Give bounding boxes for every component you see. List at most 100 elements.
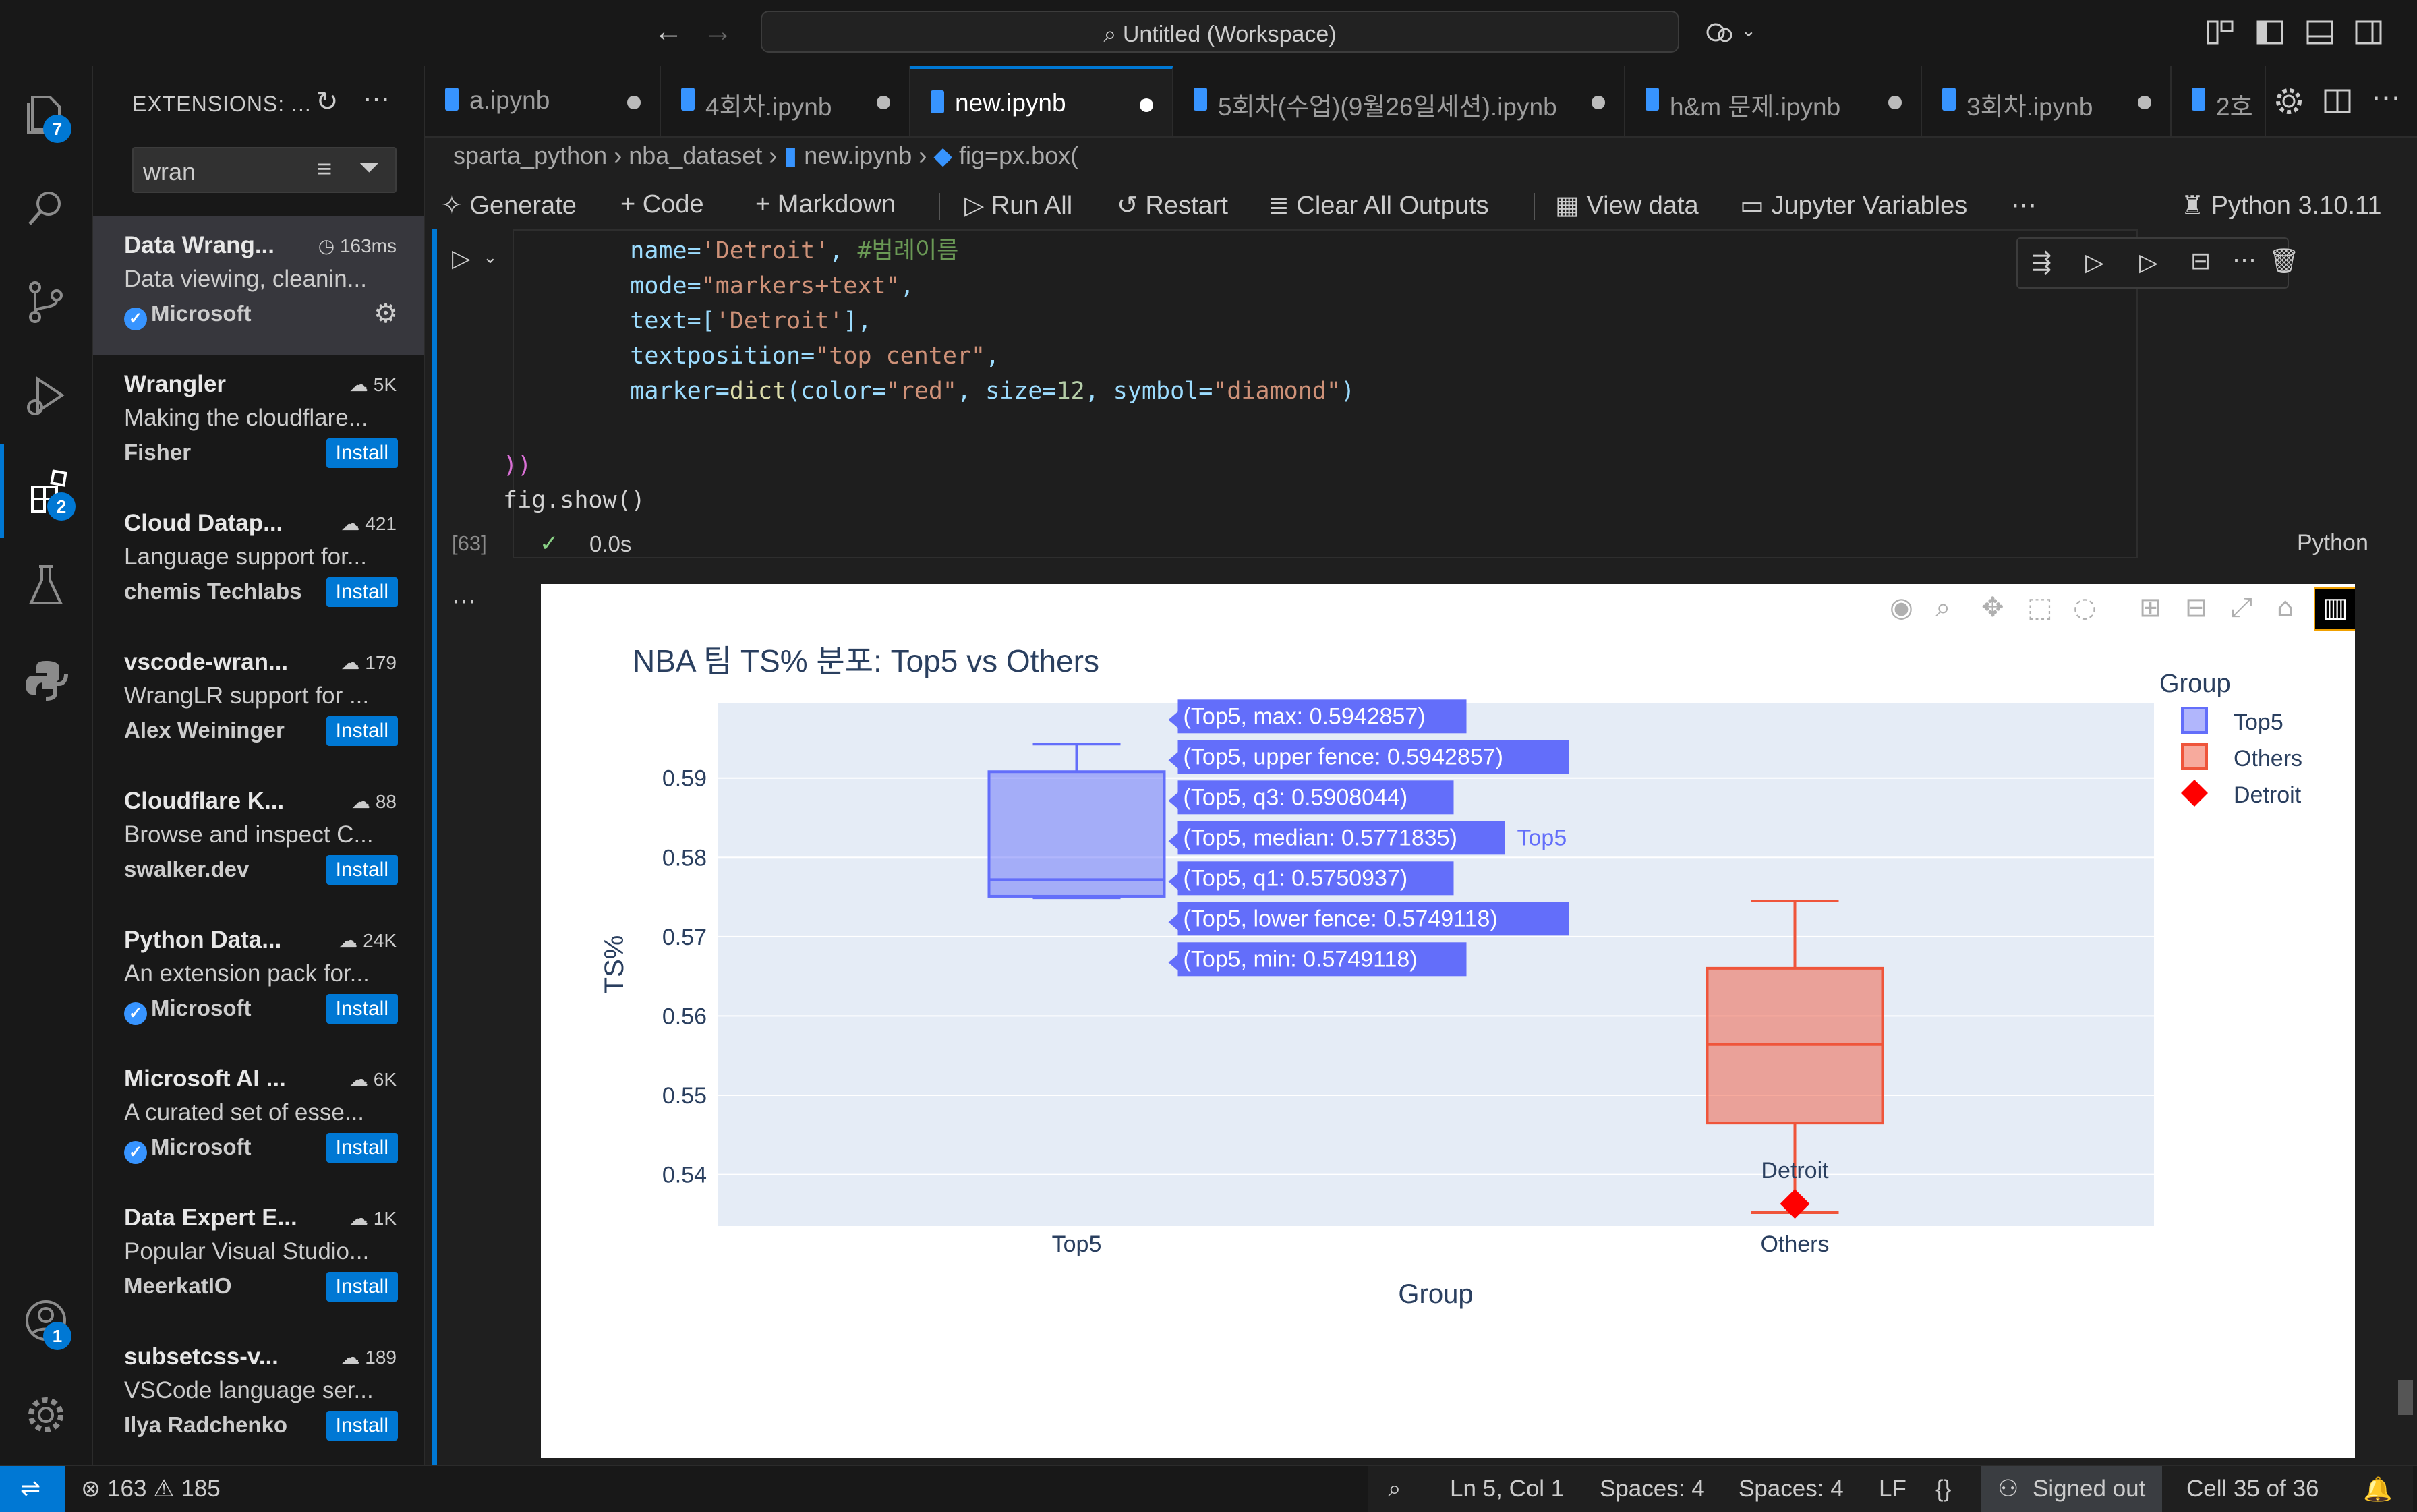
- extension-item[interactable]: subsetcss-v... ☁ 189 VSCode language ser..…: [93, 1327, 424, 1465]
- filter-icon[interactable]: ⏷: [359, 154, 380, 182]
- install-button[interactable]: Install: [326, 1133, 398, 1163]
- problems-indicator[interactable]: ⊗ 163 ⚠ 185: [81, 1476, 221, 1503]
- customize-layout-icon[interactable]: [2205, 18, 2235, 47]
- manage-gear-icon[interactable]: ⚙: [374, 299, 398, 328]
- install-button[interactable]: Install: [326, 716, 398, 746]
- run-cell-icon[interactable]: ▷: [452, 244, 471, 272]
- jupyter-variables-button[interactable]: ▭ Jupyter Variables: [1740, 190, 1967, 221]
- add-code-cell-button[interactable]: + Code: [620, 190, 704, 219]
- more-actions-icon[interactable]: ⋯: [2011, 192, 2037, 220]
- extension-publisher: Ilya Radchenko: [124, 1412, 287, 1438]
- extension-item[interactable]: Cloudflare K... ☁ 88 Browse and inspect C.…: [93, 772, 424, 910]
- more-actions-icon[interactable]: ⋯: [2371, 82, 2401, 115]
- more-actions-icon[interactable]: ⋯: [363, 84, 390, 114]
- manage-button[interactable]: [0, 1368, 92, 1462]
- toggle-secondary-sidebar-icon[interactable]: [2354, 18, 2383, 47]
- output-more-actions-icon[interactable]: ⋯: [452, 587, 476, 614]
- run-all-button[interactable]: ▷ Run All: [964, 190, 1072, 221]
- editor-tab[interactable]: new.ipynb: [910, 66, 1173, 136]
- extension-item[interactable]: Data Expert E... ☁ 1K Popular Visual Studi…: [93, 1188, 424, 1327]
- settings-gear-icon[interactable]: [2273, 85, 2305, 117]
- install-button[interactable]: Install: [326, 577, 398, 607]
- indentation[interactable]: Spaces: 4: [1600, 1476, 1705, 1502]
- view-data-button[interactable]: ▦ View data: [1555, 190, 1699, 221]
- extension-item[interactable]: Cloud Datap... ☁ 421 Language support for.…: [93, 494, 424, 633]
- execute-above-icon[interactable]: ▷: [2085, 248, 2104, 276]
- execute-below-icon[interactable]: ▷: [2139, 248, 2158, 276]
- refresh-icon[interactable]: ↻: [316, 87, 339, 117]
- extension-item[interactable]: vscode-wran... ☁ 179 WrangLR support for .…: [93, 633, 424, 772]
- toggle-panel-icon[interactable]: [2305, 18, 2335, 47]
- cell-info[interactable]: Cell 35 of 36: [2186, 1476, 2319, 1502]
- extension-item[interactable]: Microsoft AI ... ☁ 6K A curated set of ess…: [93, 1049, 424, 1188]
- extension-search-input[interactable]: wran ≡ ⏷: [132, 147, 397, 193]
- source-control-button[interactable]: [0, 255, 92, 349]
- delete-cell-icon[interactable]: 🗑: [2269, 247, 2300, 274]
- clear-outputs-label: Clear All Outputs: [1296, 192, 1489, 220]
- editor-tab[interactable]: a.ipynb: [425, 66, 661, 136]
- breadcrumb-item[interactable]: sparta_python: [453, 142, 608, 169]
- tab-label: a.ipynb: [469, 86, 550, 114]
- breadcrumb-item[interactable]: nba_dataset: [629, 142, 763, 169]
- generate-button[interactable]: ✧ Generate: [441, 190, 577, 221]
- breadcrumb-item[interactable]: fig=px.box(: [959, 142, 1079, 169]
- unsaved-dot-icon[interactable]: [877, 96, 890, 109]
- extension-item[interactable]: Wrangler ☁ 5K Making the cloudflare... Fish…: [93, 355, 424, 494]
- unsaved-dot-icon[interactable]: [1592, 96, 1605, 109]
- install-button[interactable]: Install: [326, 855, 398, 885]
- editor-tab[interactable]: 3회차.ipynb: [1922, 66, 2172, 136]
- language-braces-icon[interactable]: {}: [1935, 1476, 1952, 1502]
- breadcrumb-item[interactable]: new.ipynb: [804, 142, 912, 169]
- split-editor-icon[interactable]: [2323, 86, 2352, 116]
- end-of-line[interactable]: LF: [1879, 1476, 1906, 1502]
- zoom-icon[interactable]: ⌕: [1388, 1476, 1401, 1502]
- code-cell-editor[interactable]: [513, 229, 2138, 558]
- cell-language[interactable]: Python: [2297, 530, 2368, 556]
- unsaved-dot-icon[interactable]: [1888, 96, 1902, 109]
- signed-out-button[interactable]: ⚇ Signed out: [1981, 1466, 2162, 1512]
- install-button[interactable]: Install: [326, 1411, 398, 1441]
- clear-all-outputs-button[interactable]: ≣ Clear All Outputs: [1268, 190, 1489, 221]
- forward-arrow-icon[interactable]: →: [703, 15, 733, 48]
- explorer-button[interactable]: 7: [0, 66, 92, 161]
- extension-item[interactable]: Python Data... ☁ 24K An extension pack for…: [93, 910, 424, 1049]
- search-view-button[interactable]: [0, 161, 92, 255]
- toggle-sidebar-icon[interactable]: [2255, 18, 2285, 47]
- kernel-picker[interactable]: ♜ Python 3.10.11: [2181, 190, 2381, 221]
- editor-tab[interactable]: h&m 문제.ipynb: [1625, 66, 1922, 136]
- unsaved-dot-icon[interactable]: [627, 96, 641, 109]
- restart-button[interactable]: ↺ Restart: [1117, 190, 1228, 221]
- scrollbar-thumb[interactable]: [2398, 1380, 2413, 1415]
- extension-count-value: 1K: [373, 1208, 397, 1229]
- split-cell-icon[interactable]: ⊟: [2190, 247, 2211, 274]
- run-by-line-icon[interactable]: ⇶: [2031, 248, 2052, 276]
- run-debug-button[interactable]: [0, 349, 92, 444]
- command-center[interactable]: ⌕ Untitled (Workspace): [761, 11, 1679, 53]
- install-button[interactable]: Install: [326, 438, 398, 468]
- back-arrow-icon[interactable]: ←: [653, 15, 683, 48]
- copilot-icon[interactable]: [1705, 18, 1735, 47]
- remote-indicator[interactable]: ⇌: [0, 1466, 65, 1512]
- legend-symbol: [2181, 780, 2208, 807]
- chevron-down-icon[interactable]: ⌄: [483, 247, 498, 267]
- cursor-position[interactable]: Ln 5, Col 1: [1450, 1476, 1565, 1502]
- more-actions-icon[interactable]: ⋯: [2232, 245, 2256, 273]
- add-markdown-cell-button[interactable]: + Markdown: [755, 190, 896, 219]
- accounts-button[interactable]: 1: [0, 1273, 92, 1368]
- editor-tab[interactable]: 5회차(수업)(9월26일세션).ipynb: [1173, 66, 1625, 136]
- testing-button[interactable]: [0, 538, 92, 633]
- unsaved-dot-icon[interactable]: [2138, 96, 2151, 109]
- chevron-down-icon[interactable]: ⌄: [1741, 20, 1756, 40]
- unsaved-dot-icon[interactable]: [1140, 98, 1153, 112]
- extension-item[interactable]: Data Wrang... ◷ 163ms Data viewing, cleani…: [93, 216, 424, 355]
- extensions-button[interactable]: 2: [0, 444, 92, 538]
- editor-tab[interactable]: 4회차.ipynb: [661, 66, 910, 136]
- python-button[interactable]: [0, 633, 92, 727]
- notifications-bell-icon[interactable]: 🔔: [2363, 1476, 2393, 1503]
- clear-filter-icon[interactable]: ≡: [317, 155, 332, 183]
- editor-tab[interactable]: 2호: [2172, 66, 2266, 136]
- indentation-secondary[interactable]: Spaces: 4: [1739, 1476, 1844, 1502]
- install-button[interactable]: Install: [326, 994, 398, 1024]
- plotly-chart[interactable]: ◉ ⌕ ✥ ⬚ ◌ ⊞ ⊟ ⤢ ⌂ ▥ NBA 팀 TS% 분포: Top5 vs Others 0.…: [541, 584, 2358, 1458]
- install-button[interactable]: Install: [326, 1272, 398, 1302]
